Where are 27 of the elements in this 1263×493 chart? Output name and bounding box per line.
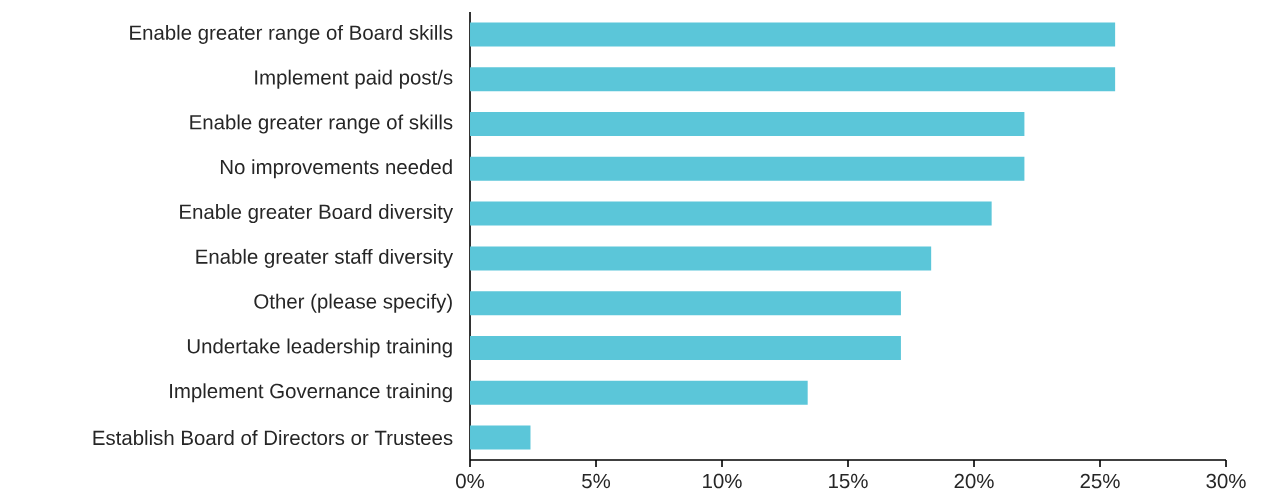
y-tick-label: Enable greater Board diversity xyxy=(180,204,454,224)
x-tick-label: 20% xyxy=(954,473,994,489)
bar xyxy=(470,246,932,271)
bar xyxy=(470,201,992,226)
y-tick-label: Establish Board of Directors or Trustees xyxy=(93,430,453,446)
y-tick-label: Enable greater staff diversity xyxy=(196,248,454,268)
bar xyxy=(470,425,531,450)
bar xyxy=(470,335,901,360)
bar xyxy=(470,291,901,316)
y-tick-label: Enable greater range of skills xyxy=(190,114,453,134)
x-tick-label: 15% xyxy=(829,473,868,489)
x-tick-label: 5% xyxy=(582,473,611,489)
x-tick-label: 25% xyxy=(1080,473,1120,489)
x-tick-label: 30% xyxy=(1206,473,1246,489)
y-tick-label: No improvements needed xyxy=(220,159,452,179)
y-tick-label: Undertake leadership training xyxy=(187,338,452,358)
x-tick-label: 0% xyxy=(456,473,485,489)
y-tick-label: Implement paid post/s xyxy=(255,69,453,89)
y-tick-label: Implement Governance training xyxy=(170,383,452,403)
bar xyxy=(470,380,808,405)
bar xyxy=(470,156,1025,181)
bar xyxy=(470,111,1025,136)
x-tick-label: 10% xyxy=(703,473,742,489)
y-tick-label: Other (please specify) xyxy=(254,293,452,313)
y-tick-label: Enable greater range of Board skills xyxy=(130,24,453,44)
bar xyxy=(470,22,1116,47)
bar xyxy=(470,67,1116,92)
